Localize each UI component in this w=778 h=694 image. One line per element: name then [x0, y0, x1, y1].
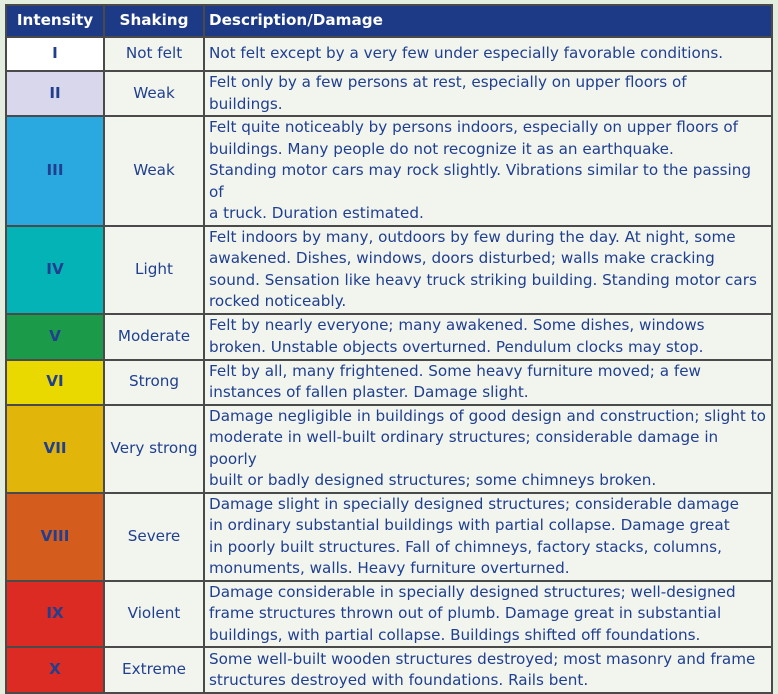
header-row: Intensity Shaking Description/Damage — [5, 4, 773, 38]
table-row: VII Very strong Damage negligible in build… — [5, 403, 773, 494]
intensity-table: Intensity Shaking Description/Damage I No… — [5, 4, 773, 694]
description-cell: Damage negligible in buildings of good d… — [203, 403, 773, 494]
description-cell: Damage slight in specially designed stru… — [203, 491, 773, 582]
shaking-cell: Weak — [103, 70, 205, 117]
table-row: V Moderate Felt by nearly everyone; many a… — [5, 312, 773, 361]
intensity-cell: VII — [5, 403, 105, 494]
shaking-cell: Not felt — [103, 36, 205, 72]
intensity-cell: II — [5, 70, 105, 117]
shaking-cell: Weak — [103, 115, 205, 227]
description-cell: Felt indoors by many, outdoors by few du… — [203, 224, 773, 315]
shaking-cell: Violent — [103, 579, 205, 648]
table-row: IV Light Felt indoors by many, outdoors by… — [5, 224, 773, 315]
shaking-cell: Very strong — [103, 403, 205, 494]
table-row: IX Violent Damage considerable in speciall… — [5, 579, 773, 648]
intensity-cell: I — [5, 36, 105, 72]
intensity-cell: VI — [5, 358, 105, 406]
intensity-cell: IV — [5, 224, 105, 315]
description-cell: Felt quite noticeably by persons indoors… — [203, 115, 773, 227]
table-row: II Weak Felt only by a few persons at rest… — [5, 70, 773, 117]
header-intensity: Intensity — [5, 4, 105, 38]
shaking-cell: Severe — [103, 491, 205, 582]
header-description: Description/Damage — [203, 4, 773, 38]
shaking-cell: Strong — [103, 358, 205, 406]
description-cell: Felt only by a few persons at rest, espe… — [203, 70, 773, 117]
description-cell: Felt by all, many frightened. Some heavy… — [203, 358, 773, 406]
intensity-cell: III — [5, 115, 105, 227]
shaking-cell: Light — [103, 224, 205, 315]
table-row: III Weak Felt quite noticeably by persons … — [5, 115, 773, 227]
description-cell: Not felt except by a very few under espe… — [203, 36, 773, 72]
header-shaking: Shaking — [103, 4, 205, 38]
intensity-cell: V — [5, 312, 105, 361]
table-row: VIII Severe Damage slight in specially des… — [5, 491, 773, 582]
shaking-cell: Moderate — [103, 312, 205, 361]
table-row: VI Strong Felt by all, many frightened. So… — [5, 358, 773, 406]
intensity-cell: IX — [5, 579, 105, 648]
description-cell: Felt by nearly everyone; many awakened. … — [203, 312, 773, 361]
intensity-cell: VIII — [5, 491, 105, 582]
table-row: I Not felt Not felt except by a very few u… — [5, 36, 773, 72]
description-cell: Damage considerable in specially designe… — [203, 579, 773, 648]
